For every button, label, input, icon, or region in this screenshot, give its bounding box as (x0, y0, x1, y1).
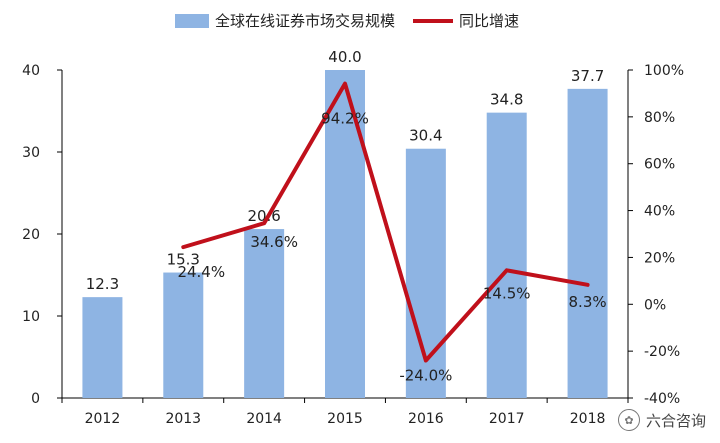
legend-item-bar: 全球在线证券市场交易规模 (175, 10, 395, 31)
y-right-tick-label: 60% (644, 157, 675, 173)
x-tick-label: 2012 (85, 411, 121, 427)
bar (567, 88, 608, 399)
chart-legend: 全球在线证券市场交易规模 同比增速 (175, 10, 519, 31)
legend-item-line: 同比增速 (413, 10, 519, 31)
x-tick-label: 2016 (408, 411, 444, 427)
y-right-tick-label: -40% (644, 391, 680, 407)
legend-swatch-line (413, 18, 454, 23)
bar-value-label: 15.3 (167, 251, 200, 269)
growth-line (181, 81, 590, 363)
x-tick-label: 2017 (489, 411, 525, 427)
bar-value-label: 34.8 (490, 91, 523, 109)
wechat-icon: ✿ (617, 409, 640, 431)
y-right-tick-label: 20% (644, 250, 675, 266)
y-right-tick-label: -20% (644, 344, 680, 360)
x-tick-label: 2014 (246, 411, 282, 427)
line-value-label: 8.3% (569, 293, 607, 311)
y-left-tick-label: 0 (31, 391, 40, 407)
line-value-label: 14.5% (483, 284, 531, 302)
y-left-tick-label: 30 (22, 145, 40, 161)
y-right-tick-label: 80% (644, 110, 675, 126)
legend-label-line: 同比增速 (459, 12, 520, 30)
x-tick-label: 2013 (165, 411, 201, 427)
bar (244, 229, 285, 398)
bar-value-label: 40.0 (328, 48, 361, 66)
bar (82, 297, 123, 398)
line-value-label: 34.6% (250, 233, 298, 251)
bar-value-label: 12.3 (86, 275, 119, 293)
y-right-tick-label: 100% (644, 63, 684, 79)
x-tick-label: 2018 (570, 411, 606, 427)
y-left-tick-label: 40 (22, 63, 40, 79)
line-value-label: -24.0% (399, 367, 452, 385)
y-left-tick-label: 20 (22, 227, 40, 243)
legend-swatch-bar (175, 13, 209, 28)
bar (486, 112, 527, 398)
x-tick-label: 2015 (327, 411, 363, 427)
y-right-tick-label: 40% (644, 204, 675, 220)
y-right-tick-label: 0% (644, 297, 666, 313)
watermark-text: 六合咨询 (645, 411, 706, 430)
line-value-label: 24.4% (177, 263, 225, 281)
bar-value-label: 37.7 (571, 67, 604, 85)
legend-label-bar: 全球在线证券市场交易规模 (215, 12, 396, 30)
watermark: ✿ 六合咨询 (617, 409, 706, 431)
y-left-tick-label: 10 (22, 309, 40, 325)
bar (163, 272, 204, 398)
line-value-label: 94.2% (321, 110, 369, 128)
bar-value-label: 30.4 (409, 127, 442, 145)
